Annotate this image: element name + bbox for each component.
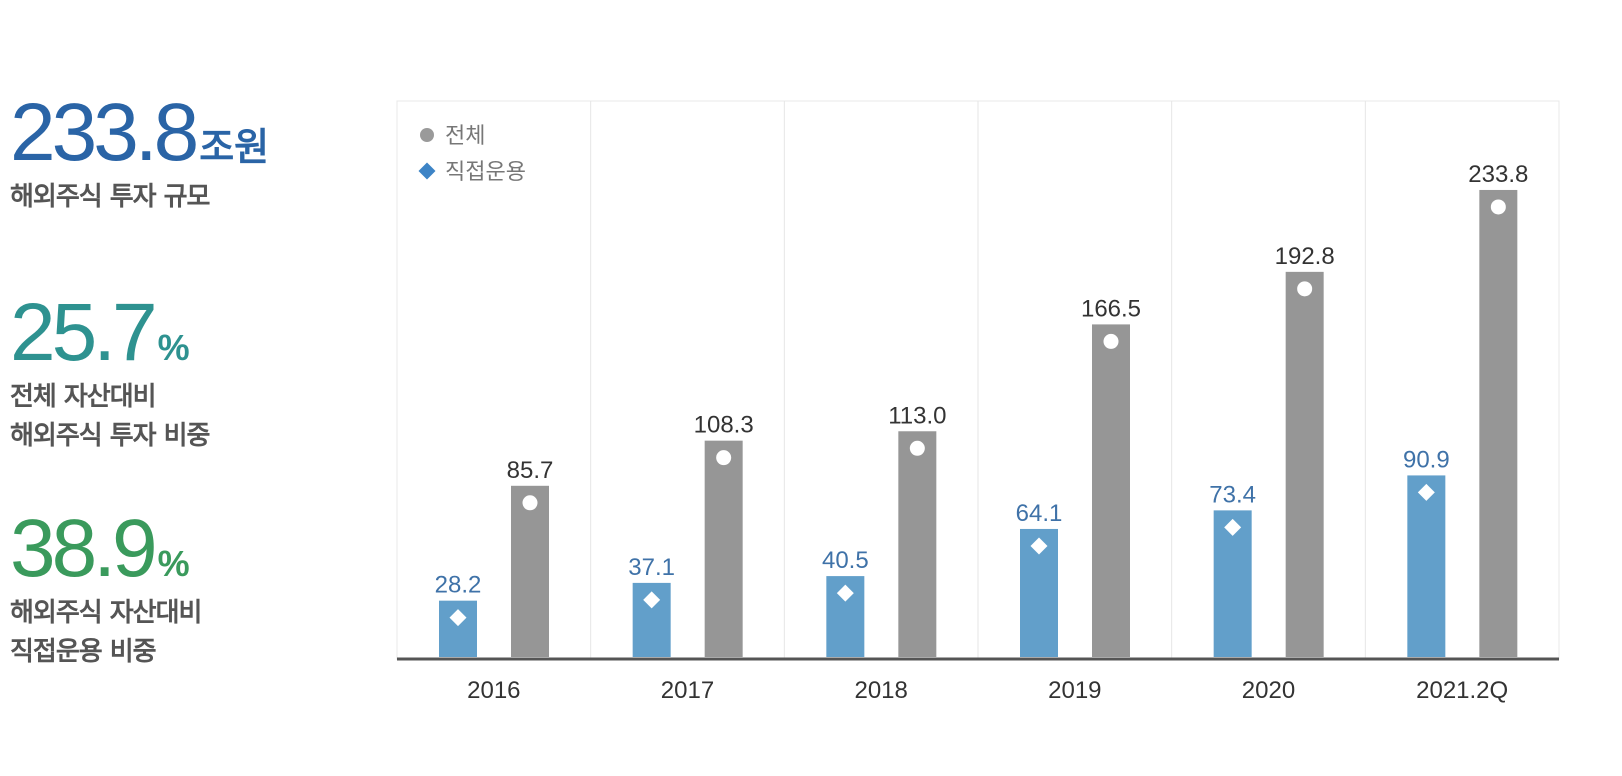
diamond-icon bbox=[1224, 518, 1242, 536]
stat-unit: % bbox=[157, 543, 190, 584]
stat-description-line: 해외주식 투자 규모 bbox=[10, 182, 210, 212]
value-label-direct: 28.2 bbox=[435, 572, 482, 599]
diamond-icon bbox=[836, 584, 854, 602]
diamond-icon bbox=[418, 162, 436, 180]
bar-total bbox=[898, 431, 937, 657]
dot-icon bbox=[1297, 281, 1313, 297]
stat-unit: % bbox=[157, 327, 190, 368]
x-tick-label: 2019 bbox=[1048, 677, 1101, 704]
stat-description-line: 전체 자산대비 bbox=[10, 382, 157, 412]
bar-marks bbox=[439, 189, 1518, 657]
stat-value-line: 25.7% bbox=[10, 292, 209, 374]
dot-icon bbox=[420, 128, 434, 142]
stat-value: 38.9 bbox=[10, 503, 158, 594]
dot-icon bbox=[909, 440, 925, 456]
stat-description: 전체 자산대비 해외주식 투자 비중 bbox=[10, 378, 210, 456]
x-tick-label: 2021.2Q bbox=[1416, 677, 1508, 704]
value-label-total: 113.0 bbox=[888, 402, 946, 429]
value-label-total: 166.5 bbox=[1081, 295, 1141, 322]
stat-unit: 조원 bbox=[199, 127, 270, 169]
stat-description: 해외주식 투자 규모 bbox=[10, 178, 269, 217]
x-tick-label: 2018 bbox=[854, 677, 907, 704]
value-label-direct: 64.1 bbox=[1016, 500, 1063, 527]
x-axis-ticks: 2016 2017 2018 2019 2020 2021.2Q bbox=[467, 677, 1508, 704]
diamond-icon bbox=[1030, 537, 1048, 555]
stat-description-line: 해외주식 투자 비중 bbox=[10, 421, 210, 451]
value-label-total: 108.3 bbox=[694, 412, 754, 439]
category-separators bbox=[590, 101, 1366, 659]
dot-icon bbox=[716, 450, 732, 466]
stat-value-line: 233.8 조원 bbox=[10, 92, 269, 174]
stat-value: 233.8 bbox=[10, 87, 199, 178]
legend: 전체 직접운용 bbox=[418, 124, 526, 185]
stat-direct-management-share: 38.9% 해외주식 자산대비 직접운용 비중 bbox=[10, 508, 202, 672]
x-tick-label: 2017 bbox=[661, 677, 714, 704]
bar-total bbox=[511, 485, 549, 657]
value-labels: 28.2 85.7 37.1 108.3 40.5 113.0 64.1 166.5 73.4 1… bbox=[435, 161, 1529, 599]
stat-value: 25.7 bbox=[10, 287, 158, 378]
value-label-direct: 73.4 bbox=[1209, 481, 1256, 508]
x-tick-label: 2016 bbox=[467, 677, 520, 704]
value-label-direct: 37.1 bbox=[628, 554, 675, 581]
legend-label-total: 전체 bbox=[445, 124, 485, 149]
value-label-direct: 90.9 bbox=[1403, 446, 1450, 473]
bar-total bbox=[704, 440, 743, 657]
diamond-icon bbox=[643, 591, 661, 609]
stat-description-line: 직접운용 비중 bbox=[10, 637, 157, 667]
dot-icon bbox=[1490, 199, 1506, 215]
dot-icon bbox=[1103, 333, 1119, 349]
stat-share-of-total-assets: 25.7% 전체 자산대비 해외주식 투자 비중 bbox=[10, 292, 210, 456]
value-label-total: 85.7 bbox=[507, 457, 554, 484]
stat-description: 해외주식 자산대비 직접운용 비중 bbox=[10, 594, 202, 672]
bar-direct bbox=[439, 600, 477, 657]
value-label-total: 192.8 bbox=[1275, 243, 1335, 270]
x-tick-label: 2020 bbox=[1242, 677, 1295, 704]
stat-value-line: 38.9% bbox=[10, 508, 201, 590]
bar-total bbox=[1479, 189, 1518, 657]
stat-investment-size: 233.8 조원 해외주식 투자 규모 bbox=[10, 92, 269, 217]
dot-icon bbox=[522, 495, 538, 511]
bar-total bbox=[1285, 271, 1324, 657]
legend-label-direct: 직접운용 bbox=[445, 160, 526, 185]
bar-direct bbox=[1407, 475, 1446, 657]
value-label-direct: 40.5 bbox=[822, 547, 869, 574]
diamond-icon bbox=[449, 609, 467, 627]
bar-total bbox=[1092, 324, 1130, 657]
stat-description-line: 해외주식 자산대비 bbox=[10, 598, 202, 628]
value-label-total: 233.8 bbox=[1468, 161, 1528, 188]
